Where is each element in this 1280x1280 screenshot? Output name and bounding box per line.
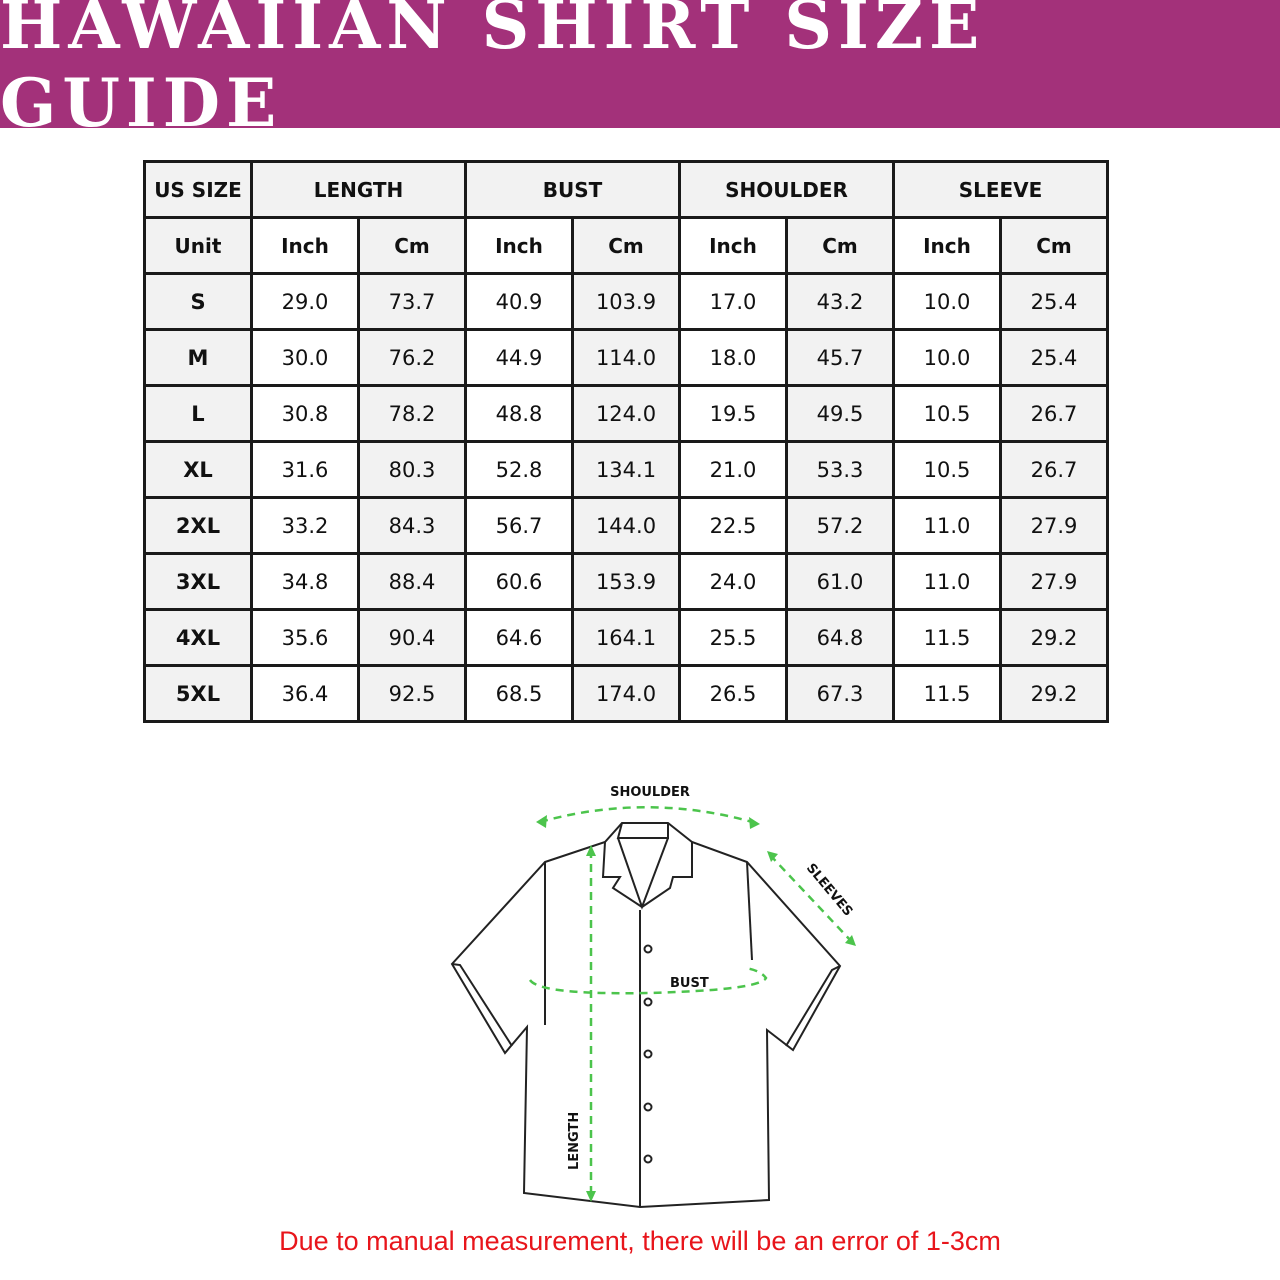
bust-label: BUST bbox=[670, 976, 709, 991]
shirt-outline bbox=[452, 823, 840, 1207]
shoulder-arrow bbox=[540, 807, 756, 823]
shoulder-label: SHOULDER bbox=[610, 785, 690, 800]
shirt-diagram: SHOULDER SLEEVES BUST LENGTH bbox=[0, 0, 1280, 1280]
length-label: LENGTH bbox=[567, 1112, 582, 1170]
measurement-note: Due to manual measurement, there will be… bbox=[0, 1226, 1280, 1257]
sleeves-label: SLEEVES bbox=[803, 861, 855, 919]
bust-line bbox=[530, 968, 766, 993]
